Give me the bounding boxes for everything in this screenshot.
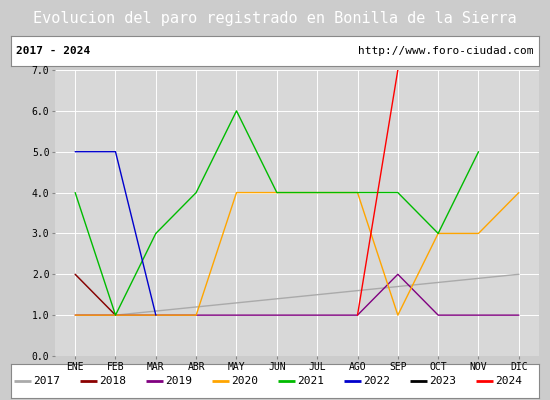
Text: 2022: 2022	[363, 376, 390, 386]
Text: http://www.foro-ciudad.com: http://www.foro-ciudad.com	[358, 46, 534, 56]
Text: 2021: 2021	[297, 376, 324, 386]
Text: Evolucion del paro registrado en Bonilla de la Sierra: Evolucion del paro registrado en Bonilla…	[33, 10, 517, 26]
Text: 2020: 2020	[231, 376, 258, 386]
Text: 2018: 2018	[99, 376, 126, 386]
Text: 2024: 2024	[495, 376, 522, 386]
Text: 2023: 2023	[429, 376, 456, 386]
Text: 2017: 2017	[33, 376, 60, 386]
Text: 2017 - 2024: 2017 - 2024	[16, 46, 91, 56]
Text: 2019: 2019	[165, 376, 192, 386]
